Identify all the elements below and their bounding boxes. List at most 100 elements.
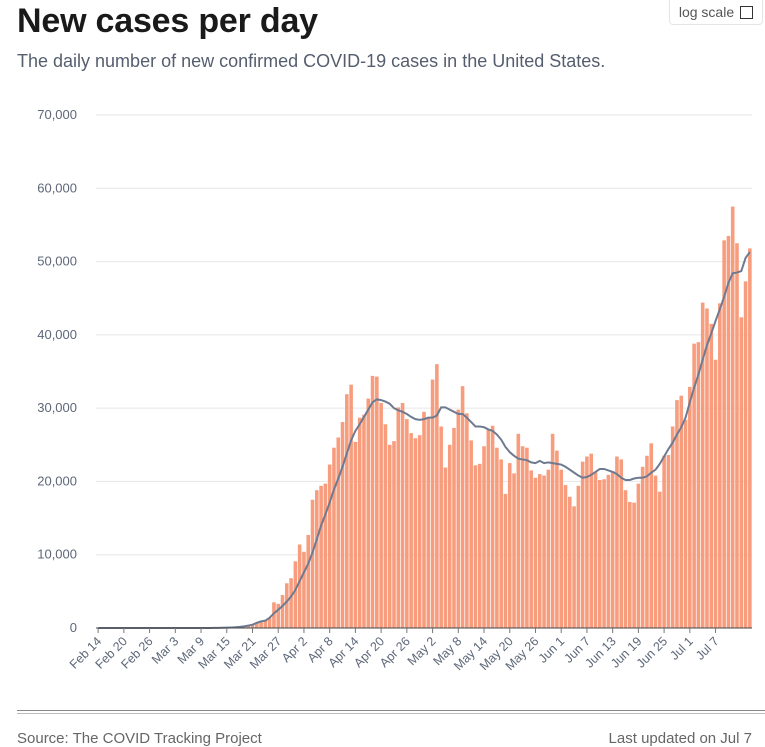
bar	[281, 595, 285, 628]
bar	[375, 377, 379, 628]
bar	[619, 459, 623, 628]
bar	[311, 500, 315, 628]
footer-divider	[17, 710, 765, 711]
bar	[448, 445, 452, 628]
bar	[426, 417, 430, 628]
bar	[585, 457, 589, 628]
bar	[401, 403, 405, 628]
bar	[366, 399, 370, 628]
bar	[521, 446, 525, 628]
bar	[341, 422, 345, 628]
bar	[302, 552, 306, 628]
bar	[701, 303, 705, 628]
x-tick-label: Jun 1	[536, 634, 568, 666]
bar	[602, 479, 606, 628]
bar	[538, 474, 542, 628]
bar	[624, 490, 628, 628]
bar	[641, 467, 645, 628]
bar	[684, 420, 688, 628]
bar	[439, 426, 443, 628]
x-tick-label: Apr 2	[279, 634, 310, 665]
bar	[547, 470, 551, 628]
bar	[654, 476, 658, 628]
y-tick-label: 30,000	[37, 400, 77, 415]
bar	[517, 434, 521, 628]
bar	[572, 506, 576, 628]
bar	[615, 457, 619, 628]
x-tick-label: May 2	[405, 634, 439, 668]
bar	[495, 448, 499, 628]
bar	[645, 456, 649, 628]
bar	[735, 243, 739, 628]
bar	[568, 497, 572, 628]
bar	[508, 463, 512, 628]
bar	[354, 442, 358, 628]
bar	[628, 502, 632, 628]
bar	[598, 480, 602, 628]
bar	[465, 413, 469, 628]
bar	[384, 424, 388, 628]
bar	[559, 470, 563, 628]
bar	[589, 454, 593, 628]
bar	[512, 473, 516, 628]
bar	[671, 426, 675, 628]
bar	[388, 445, 392, 628]
bar	[607, 475, 611, 628]
bar	[542, 476, 546, 628]
bar	[349, 385, 353, 628]
y-tick-label: 50,000	[37, 254, 77, 269]
bar	[298, 544, 302, 628]
bar	[371, 376, 375, 628]
y-tick-label: 20,000	[37, 473, 77, 488]
bar	[324, 484, 328, 628]
bar	[405, 419, 409, 628]
bar	[289, 578, 293, 628]
bar	[534, 478, 538, 628]
bar	[294, 561, 298, 628]
bar	[444, 468, 448, 628]
bar	[358, 418, 362, 628]
bar	[697, 342, 701, 628]
bar	[709, 324, 713, 628]
bar	[461, 386, 465, 628]
bar	[392, 441, 396, 628]
bar	[319, 486, 323, 628]
bar	[594, 472, 598, 628]
last-updated: Last updated on Jul 7	[609, 730, 752, 747]
bar	[748, 248, 752, 628]
source-note: Source: The COVID Tracking Project	[17, 730, 262, 747]
bar	[414, 438, 418, 628]
bar	[315, 490, 319, 628]
bar	[396, 407, 400, 628]
bar	[504, 494, 508, 628]
bar	[409, 433, 413, 628]
bar	[435, 364, 439, 628]
x-tick-label: Mar 3	[149, 634, 182, 667]
bar	[577, 486, 581, 628]
bar	[714, 360, 718, 628]
x-tick-label: Jul 1	[667, 634, 696, 663]
y-axis: 0 10,000 20,000 30,000 40,000 50,000 60,000 70,…	[37, 107, 77, 635]
bar	[452, 428, 456, 628]
y-tick-label: 40,000	[37, 327, 77, 342]
bar	[611, 471, 615, 628]
bar	[478, 464, 482, 628]
bar	[336, 437, 340, 628]
bar	[491, 426, 495, 628]
bar	[688, 387, 692, 628]
footer-divider-secondary	[17, 713, 765, 714]
bar	[731, 207, 735, 628]
y-tick-label: 60,000	[37, 180, 77, 195]
y-tick-label: 0	[70, 620, 77, 635]
bar-series	[212, 207, 752, 628]
bar	[474, 465, 478, 628]
bar	[469, 440, 473, 628]
bar	[328, 465, 332, 628]
y-tick-label: 10,000	[37, 547, 77, 562]
bar	[418, 435, 422, 628]
y-tick-label: 70,000	[37, 107, 77, 122]
bar	[487, 430, 491, 628]
bar	[667, 455, 671, 628]
bar	[564, 485, 568, 628]
